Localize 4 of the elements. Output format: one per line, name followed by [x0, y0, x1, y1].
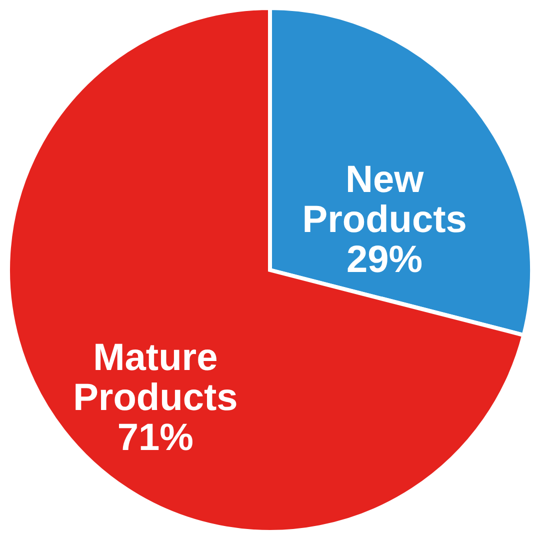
slice-label: New Products: [302, 159, 467, 242]
data-label: 29%: [346, 239, 423, 282]
slice-label: Mature Products: [73, 336, 238, 419]
data-label: 71%: [117, 416, 194, 459]
